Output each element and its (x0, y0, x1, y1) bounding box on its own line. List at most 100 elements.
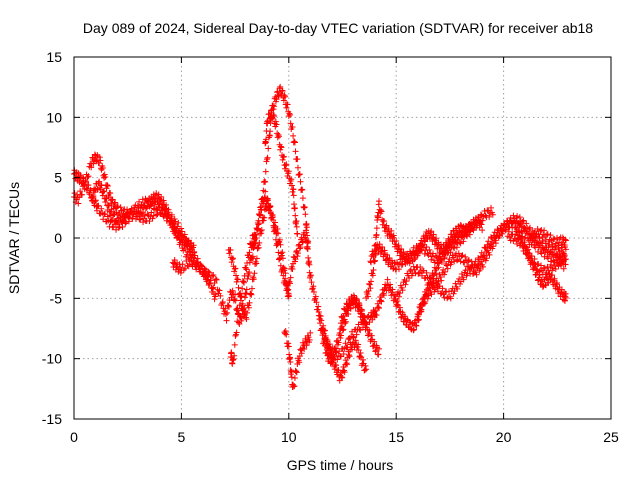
data-point (247, 291, 254, 298)
data-point (497, 225, 504, 232)
data-point (473, 224, 480, 231)
data-point (88, 194, 95, 201)
data-point (444, 265, 451, 272)
data-point (472, 269, 479, 276)
data-point (268, 107, 275, 114)
data-point (307, 273, 314, 280)
data-point (326, 341, 333, 348)
data-point (272, 227, 279, 234)
data-point (282, 330, 289, 337)
data-point (363, 319, 370, 326)
data-point (562, 295, 569, 302)
data-point (235, 311, 242, 318)
data-point (534, 277, 541, 284)
data-point (441, 271, 448, 278)
data-point (454, 236, 461, 243)
data-point (458, 234, 465, 241)
data-point (275, 131, 282, 138)
data-point (270, 111, 277, 118)
data-point (308, 279, 315, 286)
data-point (376, 198, 383, 205)
data-point (250, 276, 257, 283)
data-point (516, 214, 523, 221)
data-point (383, 256, 390, 263)
data-point (297, 178, 304, 185)
data-point (109, 197, 116, 204)
data-point (211, 280, 218, 287)
data-point (229, 256, 236, 263)
data-point (546, 270, 553, 277)
data-point (296, 171, 303, 178)
data-point (358, 306, 365, 313)
data-point (410, 326, 417, 333)
data-point (190, 257, 197, 264)
data-point (383, 222, 390, 229)
data-point (540, 245, 547, 252)
data-point (373, 225, 380, 232)
data-point (306, 336, 313, 343)
data-point (492, 237, 499, 244)
data-point (183, 258, 190, 265)
data-point (185, 240, 192, 247)
data-point (288, 176, 295, 183)
data-point (363, 366, 370, 373)
data-point (290, 186, 297, 193)
data-point (172, 218, 179, 225)
data-point (360, 316, 367, 323)
data-point (492, 240, 499, 247)
data-point (251, 270, 258, 277)
data-point (357, 327, 364, 334)
data-point (263, 127, 270, 134)
data-point (278, 144, 285, 151)
data-point (242, 290, 249, 297)
data-point (261, 178, 268, 185)
data-point (427, 229, 434, 236)
data-point (149, 215, 156, 222)
data-point (205, 268, 212, 275)
data-point (277, 241, 284, 248)
data-point (379, 244, 386, 251)
data-point (486, 213, 493, 220)
data-point (376, 305, 383, 312)
data-point (285, 340, 292, 347)
data-point (297, 244, 304, 251)
data-point (441, 255, 448, 262)
data-point (120, 211, 127, 218)
axis-ticks: 0 5 10 15 20 25 -15 -10 -5 0 5 10 15 (42, 49, 619, 445)
data-point (305, 334, 312, 341)
data-point (458, 271, 465, 278)
data-point (388, 227, 395, 234)
data-point (253, 260, 260, 267)
data-point (525, 246, 532, 253)
data-point (329, 345, 336, 352)
data-point (152, 198, 159, 205)
data-point (264, 120, 271, 127)
data-point (441, 268, 448, 275)
data-point (399, 261, 406, 268)
data-point (277, 143, 284, 150)
data-point (290, 192, 297, 199)
data-point (117, 204, 124, 211)
data-point (104, 182, 111, 189)
data-point (389, 286, 396, 293)
data-point (421, 237, 428, 244)
data-point (242, 265, 249, 272)
data-point (245, 254, 252, 261)
data-point (553, 281, 560, 288)
data-point (247, 290, 254, 297)
data-point (295, 171, 302, 178)
data-point (287, 111, 294, 118)
data-point (461, 231, 468, 238)
data-point (273, 96, 280, 103)
data-point (306, 261, 313, 268)
data-point (210, 271, 217, 278)
data-point (291, 205, 298, 212)
data-point (355, 341, 362, 348)
data-point (295, 164, 302, 171)
y-tick-label: -15 (42, 411, 62, 427)
data-point (552, 265, 559, 272)
data-point (139, 196, 146, 203)
data-point (98, 182, 105, 189)
data-point (102, 199, 109, 206)
data-point (178, 225, 185, 232)
